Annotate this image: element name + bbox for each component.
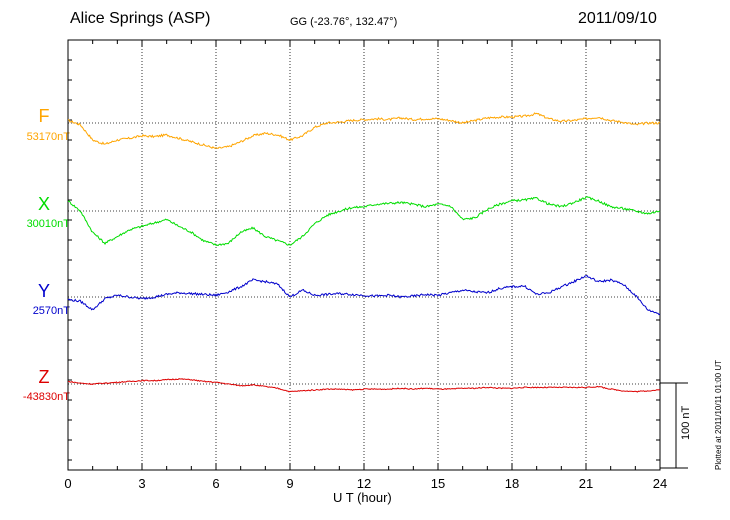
series-label-z: Z	[38, 367, 50, 387]
x-tick-label: 12	[357, 476, 371, 491]
x-axis-label: U T (hour)	[333, 490, 392, 505]
x-tick-label: 6	[212, 476, 219, 491]
x-tick-label: 18	[505, 476, 519, 491]
series-baseline-f: 53170nT	[26, 131, 70, 143]
series-baseline-y: 2570nT	[32, 305, 70, 317]
x-tick-label: 21	[579, 476, 593, 491]
chart-title: Alice Springs (ASP)	[70, 10, 211, 27]
x-tick-label: 0	[64, 476, 71, 491]
series-baseline-z: -43830nT	[22, 391, 70, 403]
series-baseline-x: 30010nT	[26, 218, 70, 230]
series-line-z	[68, 378, 661, 393]
series-line-y	[67, 274, 661, 316]
series-label-f: F	[38, 106, 50, 126]
x-tick-label: 9	[286, 476, 293, 491]
series-line-x	[67, 196, 661, 247]
x-tick-label: 24	[653, 476, 667, 491]
series-label-x: X	[37, 194, 50, 214]
chart-date: 2011/09/10	[578, 10, 657, 27]
station-coordinates: GG (-23.76°, 132.47°)	[290, 16, 398, 28]
plot-frame	[67, 39, 661, 471]
series-label-y: Y	[37, 281, 50, 301]
series-line-f	[67, 112, 661, 150]
x-tick-label: 15	[431, 476, 445, 491]
x-tick-label: 3	[138, 476, 145, 491]
